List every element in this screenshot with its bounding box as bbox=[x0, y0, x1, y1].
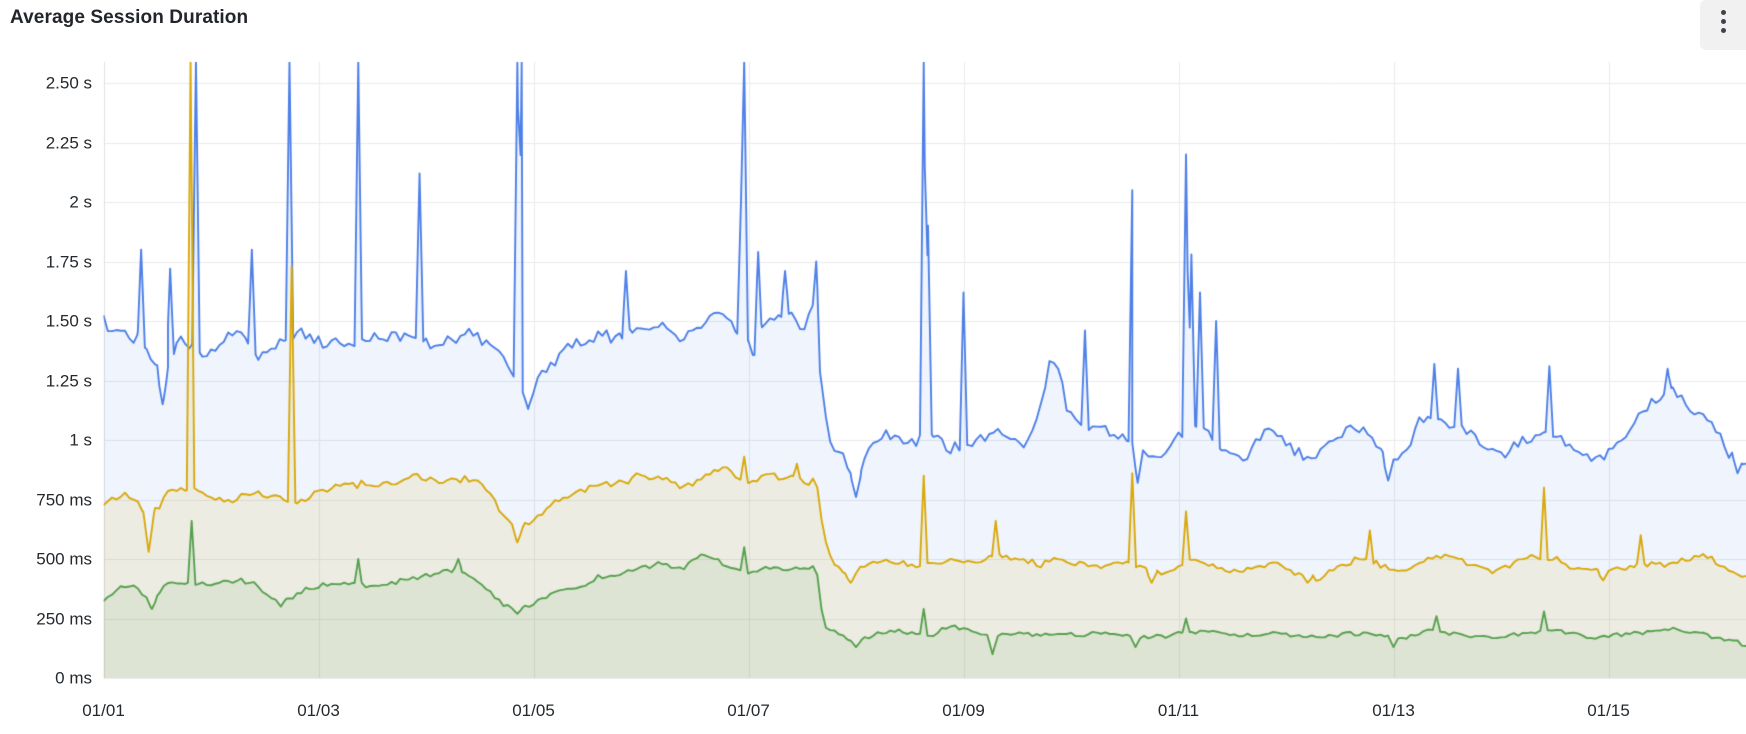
y-tick-label: 0 ms bbox=[55, 668, 92, 688]
y-tick-label: 1.25 s bbox=[45, 371, 92, 390]
y-tick-label: 2 s bbox=[69, 192, 92, 212]
x-tick-label: 01/01 bbox=[82, 701, 125, 720]
y-tick-label: 2.50 s bbox=[45, 73, 92, 93]
kebab-vertical-icon bbox=[1720, 10, 1726, 33]
y-tick-label: 1.50 s bbox=[45, 311, 92, 331]
y-tick-label: 750 ms bbox=[36, 490, 92, 509]
panel-menu-button[interactable] bbox=[1700, 0, 1746, 50]
x-tick-label: 01/05 bbox=[512, 701, 555, 720]
y-tick-label: 1.75 s bbox=[45, 252, 92, 271]
y-tick-label: 500 ms bbox=[36, 549, 92, 569]
x-tick-label: 01/15 bbox=[1587, 701, 1630, 720]
y-tick-label: 250 ms bbox=[36, 609, 92, 628]
x-tick-label: 01/11 bbox=[1157, 701, 1200, 720]
x-tick-label: 01/03 bbox=[297, 701, 340, 720]
panel-title: Average Session Duration bbox=[10, 7, 249, 28]
x-tick-label: 01/07 bbox=[727, 701, 770, 720]
x-tick-label: 01/13 bbox=[1372, 701, 1415, 720]
x-tick-label: 01/09 bbox=[942, 701, 985, 720]
y-tick-label: 2.25 s bbox=[45, 133, 92, 152]
y-tick-label: 1 s bbox=[69, 430, 92, 450]
